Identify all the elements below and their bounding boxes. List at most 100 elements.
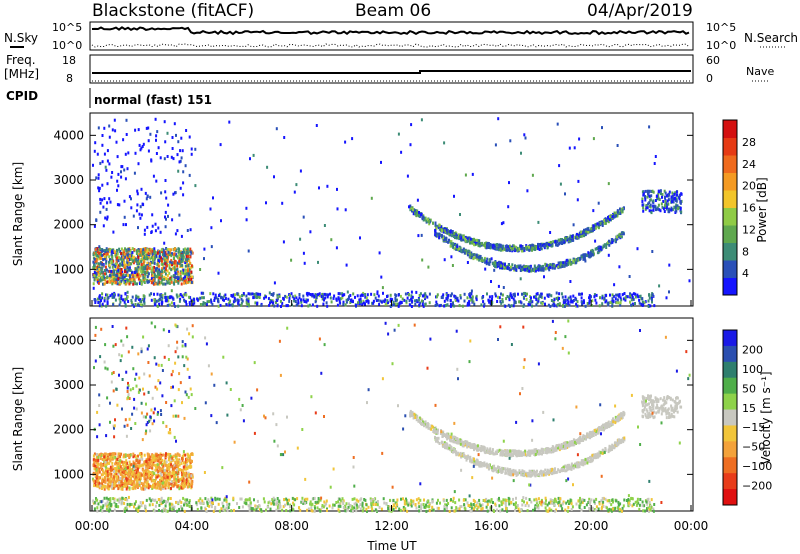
echo-cell bbox=[571, 300, 574, 304]
echo-cell bbox=[572, 259, 575, 263]
echo-cell bbox=[116, 179, 119, 183]
echo-cell bbox=[295, 303, 298, 307]
echo-cell bbox=[399, 294, 402, 298]
echo-cell bbox=[240, 303, 242, 307]
echo-cell bbox=[521, 503, 524, 507]
echo-cell bbox=[341, 497, 344, 501]
echo-cell bbox=[509, 294, 511, 298]
echo-cell bbox=[558, 292, 561, 296]
echo-cell bbox=[154, 299, 157, 303]
echo-cell bbox=[181, 257, 184, 261]
echo-cell bbox=[570, 502, 573, 506]
echo-cell bbox=[300, 298, 303, 302]
echo-cell bbox=[364, 498, 367, 502]
echo-cell bbox=[296, 497, 299, 501]
echo-cell bbox=[624, 298, 627, 302]
echo-cell bbox=[217, 271, 220, 275]
echo-cell bbox=[598, 502, 601, 506]
echo-cell bbox=[122, 257, 125, 261]
echo-cell bbox=[226, 503, 229, 507]
echo-cell bbox=[405, 501, 408, 505]
echo-cell bbox=[110, 259, 113, 263]
echo-cell bbox=[171, 147, 174, 150]
echo-cell bbox=[508, 497, 511, 501]
echo-cell bbox=[155, 500, 158, 504]
echo-cell bbox=[523, 500, 525, 504]
echo-cell bbox=[582, 256, 585, 260]
echo-cell bbox=[178, 253, 181, 257]
echo-cell bbox=[172, 257, 175, 261]
echo-cell bbox=[371, 507, 374, 511]
echo-cell bbox=[118, 297, 121, 301]
echo-cell bbox=[470, 241, 473, 245]
echo-cell bbox=[424, 218, 427, 222]
echo-cell bbox=[166, 255, 169, 259]
echo-cell bbox=[406, 509, 409, 513]
echo-cell bbox=[189, 272, 192, 276]
echo-cell bbox=[451, 244, 453, 248]
echo-cell bbox=[168, 470, 171, 474]
echo-cell bbox=[606, 242, 609, 246]
echo-cell bbox=[113, 497, 116, 501]
echo-cell bbox=[473, 243, 476, 247]
echo-cell bbox=[188, 301, 191, 305]
echo-cell bbox=[241, 294, 244, 297]
echo-cell bbox=[424, 302, 427, 306]
echo-cell bbox=[673, 205, 676, 209]
echo-cell bbox=[102, 224, 105, 228]
echo-cell bbox=[431, 505, 434, 509]
echo-cell bbox=[489, 246, 492, 250]
echo-cell bbox=[185, 471, 188, 475]
echo-cell bbox=[420, 503, 423, 507]
echo-cell bbox=[357, 505, 360, 509]
echo-cell bbox=[483, 498, 486, 502]
echo-cell bbox=[163, 275, 166, 279]
echo-cell bbox=[97, 173, 100, 177]
echo-cell bbox=[99, 508, 102, 512]
echo-cell bbox=[565, 263, 567, 267]
echo-cell bbox=[225, 498, 228, 502]
echo-cell bbox=[314, 500, 317, 504]
echo-cell bbox=[588, 500, 591, 503]
echo-cell bbox=[118, 256, 121, 260]
echo-cell bbox=[644, 509, 647, 513]
echo-cell bbox=[228, 299, 231, 303]
echo-cell bbox=[108, 269, 111, 273]
echo-cell bbox=[524, 268, 527, 272]
echo-cell bbox=[601, 302, 604, 306]
echo-cell bbox=[218, 497, 221, 501]
echo-cell bbox=[111, 282, 114, 286]
echo-cell bbox=[529, 298, 532, 302]
echo-cell bbox=[560, 292, 563, 296]
echo-cell bbox=[136, 192, 139, 196]
echo-cell bbox=[176, 509, 179, 513]
echo-cell bbox=[544, 302, 546, 306]
echo-cell bbox=[397, 132, 400, 136]
echo-cell bbox=[157, 299, 160, 302]
echo-cell bbox=[195, 501, 198, 505]
echo-cell bbox=[117, 277, 120, 281]
echo-cell bbox=[263, 296, 266, 300]
echo-cell bbox=[147, 248, 150, 252]
echo-cell bbox=[601, 246, 604, 250]
echo-cell bbox=[351, 509, 354, 513]
echo-cell bbox=[655, 208, 657, 212]
echo-cell bbox=[96, 506, 99, 510]
echo-cell bbox=[576, 198, 579, 202]
echo-cell bbox=[194, 147, 197, 151]
echo-cell bbox=[589, 229, 592, 232]
echo-cell bbox=[476, 257, 479, 261]
echo-cell bbox=[452, 496, 455, 500]
echo-cell bbox=[115, 505, 118, 508]
echo-cell bbox=[584, 253, 587, 257]
echo-cell bbox=[549, 243, 552, 247]
echo-cell bbox=[351, 497, 354, 501]
echo-cell bbox=[156, 292, 159, 296]
echo-cell bbox=[387, 505, 390, 509]
cpid-value: normal (fast) 151 bbox=[94, 93, 212, 107]
echo-cell bbox=[616, 298, 619, 302]
echo-cell bbox=[325, 502, 328, 506]
echo-cell bbox=[336, 187, 338, 191]
echo-cell bbox=[486, 292, 488, 296]
echo-cell bbox=[551, 262, 554, 266]
